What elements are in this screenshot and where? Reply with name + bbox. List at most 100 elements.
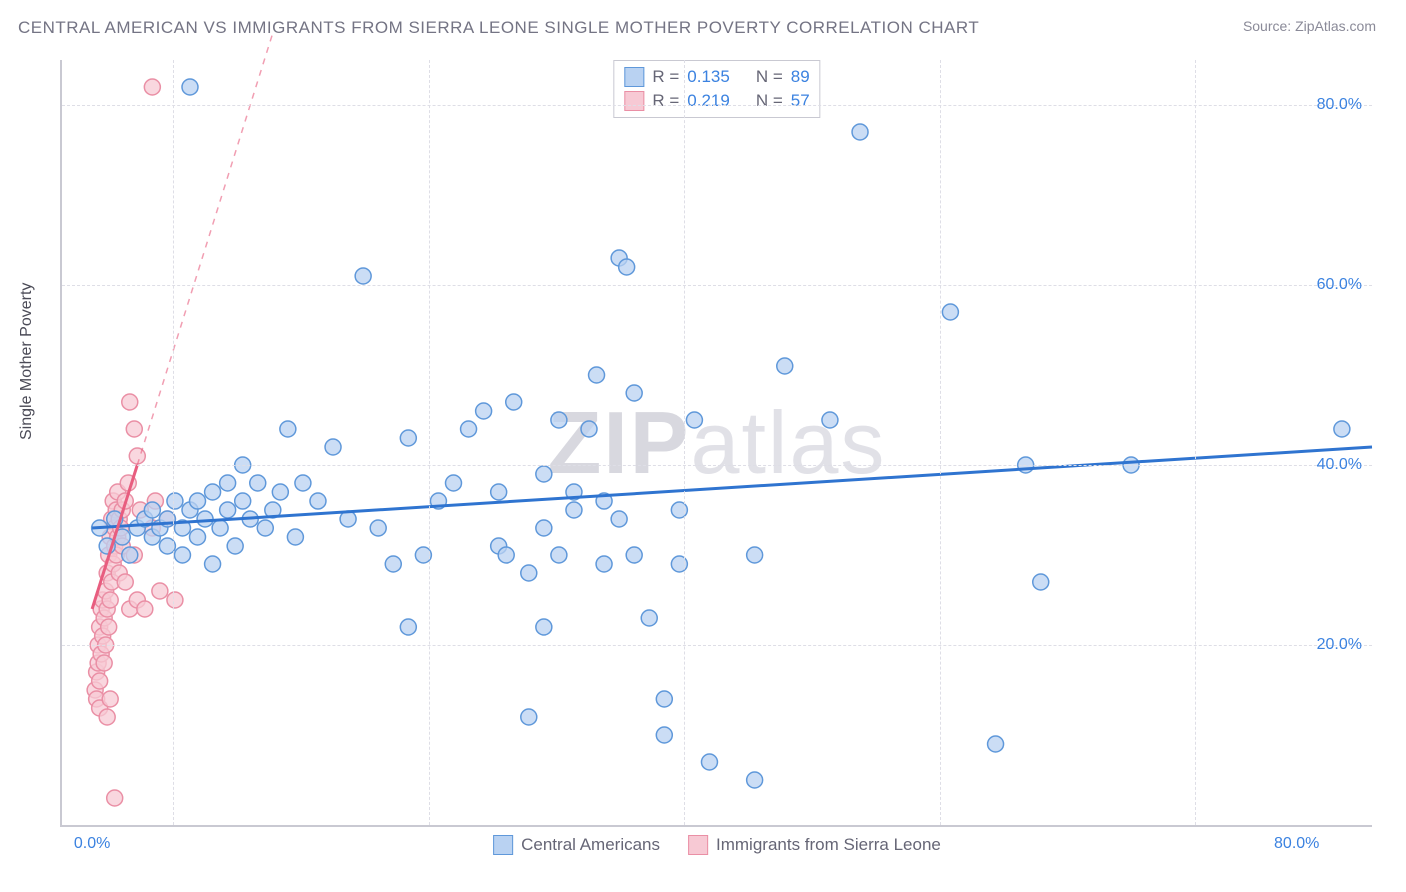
data-point xyxy=(144,502,160,518)
legend-item: Central Americans xyxy=(493,835,660,855)
data-point xyxy=(144,79,160,95)
data-point xyxy=(747,547,763,563)
data-point xyxy=(641,610,657,626)
data-point xyxy=(445,475,461,491)
swatch-icon xyxy=(688,835,708,855)
source-label: Source: ZipAtlas.com xyxy=(1243,18,1376,34)
data-point xyxy=(205,556,221,572)
data-point xyxy=(220,502,236,518)
stats-row: R = 0.135 N = 89 xyxy=(624,65,809,89)
data-point xyxy=(988,736,1004,752)
data-point xyxy=(92,673,108,689)
bottom-legend: Central Americans Immigrants from Sierra… xyxy=(493,835,941,855)
chart-title: CENTRAL AMERICAN VS IMMIGRANTS FROM SIER… xyxy=(18,18,979,38)
data-point xyxy=(101,619,117,635)
data-point xyxy=(212,520,228,536)
data-point xyxy=(272,484,288,500)
data-point xyxy=(295,475,311,491)
x-tick-label: 80.0% xyxy=(1274,835,1319,853)
data-point xyxy=(227,538,243,554)
data-point xyxy=(498,547,514,563)
grid-line xyxy=(429,60,430,825)
data-point xyxy=(167,493,183,509)
stats-n-value: 57 xyxy=(791,91,810,111)
data-point xyxy=(174,547,190,563)
stats-r-value: 0.219 xyxy=(687,91,730,111)
stats-r-label: R = xyxy=(652,91,679,111)
data-point xyxy=(220,475,236,491)
data-point xyxy=(536,466,552,482)
data-point xyxy=(852,124,868,140)
legend-label: Central Americans xyxy=(521,835,660,855)
data-point xyxy=(167,592,183,608)
data-point xyxy=(701,754,717,770)
data-point xyxy=(137,601,153,617)
data-point xyxy=(99,709,115,725)
grid-line xyxy=(173,60,174,825)
y-tick-label: 80.0% xyxy=(1317,96,1362,114)
data-point xyxy=(506,394,522,410)
data-point xyxy=(250,475,266,491)
data-point xyxy=(619,259,635,275)
data-point xyxy=(686,412,702,428)
data-point xyxy=(126,421,142,437)
swatch-icon xyxy=(624,67,644,87)
data-point xyxy=(596,556,612,572)
data-point xyxy=(385,556,401,572)
data-point xyxy=(325,439,341,455)
data-point xyxy=(536,619,552,635)
data-point xyxy=(182,79,198,95)
data-point xyxy=(611,511,627,527)
chart-svg xyxy=(62,60,1372,825)
data-point xyxy=(190,529,206,545)
plot-area: ZIPatlas R = 0.135 N = 89 R = 0.219 N = … xyxy=(60,60,1372,827)
data-point xyxy=(656,691,672,707)
data-point xyxy=(117,574,133,590)
data-point xyxy=(122,394,138,410)
data-point xyxy=(461,421,477,437)
data-point xyxy=(626,385,642,401)
data-point xyxy=(581,421,597,437)
stats-row: R = 0.219 N = 57 xyxy=(624,89,809,113)
data-point xyxy=(551,547,567,563)
x-tick-label: 0.0% xyxy=(74,835,110,853)
data-point xyxy=(747,772,763,788)
swatch-icon xyxy=(493,835,513,855)
data-point xyxy=(235,493,251,509)
stats-legend-box: R = 0.135 N = 89 R = 0.219 N = 57 xyxy=(613,60,820,118)
data-point xyxy=(566,502,582,518)
data-point xyxy=(129,448,145,464)
data-point xyxy=(656,727,672,743)
data-point xyxy=(280,421,296,437)
grid-line xyxy=(62,645,1372,646)
stats-r-value: 0.135 xyxy=(687,67,730,87)
legend-item: Immigrants from Sierra Leone xyxy=(688,835,941,855)
grid-line xyxy=(684,60,685,825)
data-point xyxy=(370,520,386,536)
stats-n-value: 89 xyxy=(791,67,810,87)
grid-line xyxy=(62,105,1372,106)
stats-n-label: N = xyxy=(756,91,783,111)
data-point xyxy=(355,268,371,284)
grid-line xyxy=(940,60,941,825)
data-point xyxy=(102,691,118,707)
y-tick-label: 40.0% xyxy=(1317,456,1362,474)
data-point xyxy=(122,547,138,563)
data-point xyxy=(1334,421,1350,437)
data-point xyxy=(152,583,168,599)
grid-line xyxy=(62,465,1372,466)
data-point xyxy=(777,358,793,374)
trend-line-extension xyxy=(137,33,273,465)
data-point xyxy=(190,493,206,509)
data-point xyxy=(96,655,112,671)
data-point xyxy=(400,430,416,446)
data-point xyxy=(626,547,642,563)
stats-n-label: N = xyxy=(756,67,783,87)
data-point xyxy=(400,619,416,635)
data-point xyxy=(589,367,605,383)
stats-r-label: R = xyxy=(652,67,679,87)
data-point xyxy=(287,529,303,545)
data-point xyxy=(521,565,537,581)
data-point xyxy=(476,403,492,419)
data-point xyxy=(257,520,273,536)
